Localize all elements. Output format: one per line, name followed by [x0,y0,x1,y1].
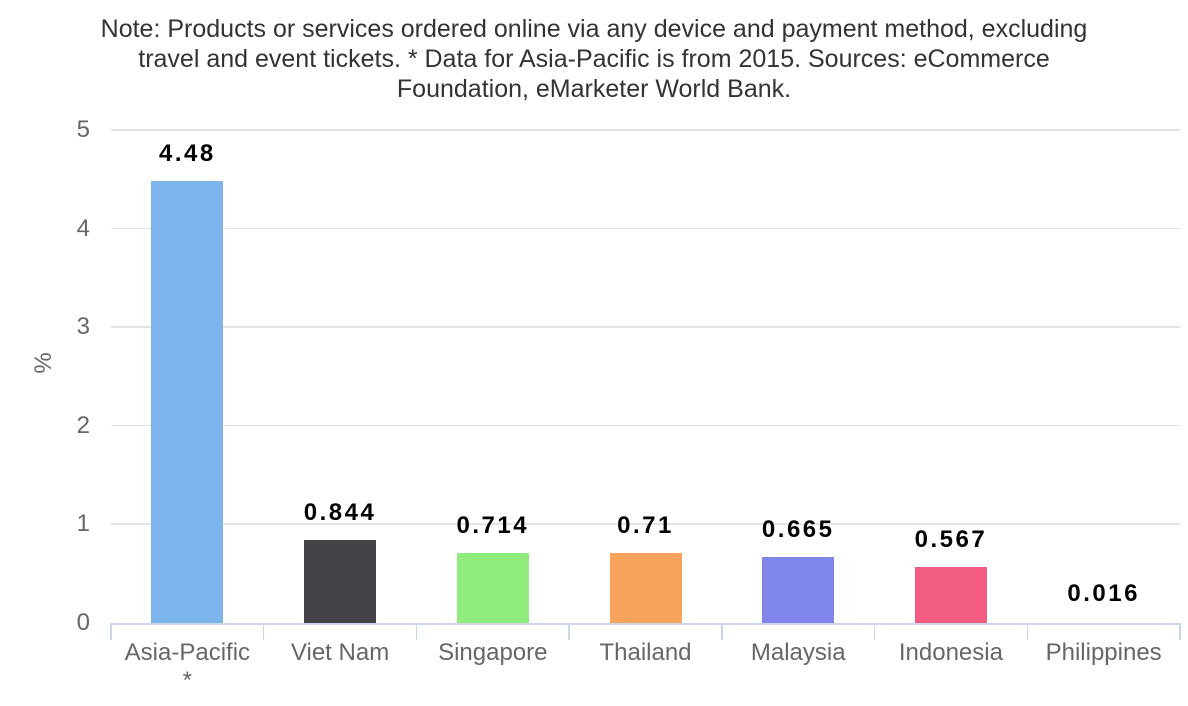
x-axis-label: Indonesia [899,639,1003,667]
y-gridline [111,523,1180,525]
x-axis-tick [1179,623,1181,640]
x-axis-label-line: Viet Nam [290,639,390,666]
y-tick-label: 5 [76,116,90,143]
y-gridline [111,129,1180,131]
x-axis-label-line: Singapore [438,639,548,666]
y-tick-label: 0 [76,609,90,636]
x-axis-label: Philippines [1046,639,1162,667]
x-axis-label-line: Malaysia [750,639,846,666]
x-axis-tick [415,623,418,640]
bar-value-label: 4.48 [158,140,216,168]
y-gridline [111,326,1180,328]
x-axis-tick [262,623,265,640]
bar-value-label: 0.714 [456,511,530,539]
bar-indonesia [914,567,987,623]
x-axis-tick [1026,623,1029,640]
x-axis-label: Singapore [438,639,547,667]
x-axis-tick [568,623,570,640]
chart-note-line: travel and event tickets. * Data for Asi… [138,45,1050,73]
bar-value-label: 0.016 [1067,580,1140,608]
x-axis-tick [873,623,876,640]
chart-note-title: Note: Products or services ordered onlin… [0,14,1188,104]
bar-singapore [456,552,529,623]
y-tick-label: 3 [76,313,90,341]
bar-thailand [609,552,682,623]
x-axis-label: Asia-Pacific * [125,639,250,695]
x-axis-tick [110,623,112,640]
bar-value-label: 0.567 [914,526,988,554]
x-axis-tick [721,623,723,640]
y-tick-label: 1 [76,510,90,538]
y-gridline [111,424,1180,427]
y-tick-label: 2 [76,411,90,439]
y-gridline [111,227,1180,230]
bar-malaysia [762,557,835,623]
x-axis-label-line: * [182,667,193,694]
bar-asia-pacific [151,181,224,623]
x-axis-label-line: Asia-Pacific [124,639,251,666]
x-axis-label-line: Philippines [1045,639,1162,666]
y-axis-title: % [30,352,57,374]
x-axis-label: Viet Nam [291,639,389,667]
chart-note-line: Note: Products or services ordered onlin… [100,15,1088,43]
bar-value-label: 0.665 [761,516,835,544]
chart-note-line: Foundation, eMarketer World Bank. [396,75,792,103]
x-axis-label: Thailand [599,639,691,667]
x-axis-label-line: Indonesia [898,639,1003,666]
y-tick-label: 4 [76,214,90,242]
bar-value-label: 0.844 [303,498,377,526]
x-axis-label: Malaysia [751,639,846,667]
x-axis-line [111,623,1181,625]
x-axis-label-line: Thailand [599,639,692,666]
bar-viet-nam [304,539,377,623]
bar-value-label: 0.71 [617,511,674,539]
